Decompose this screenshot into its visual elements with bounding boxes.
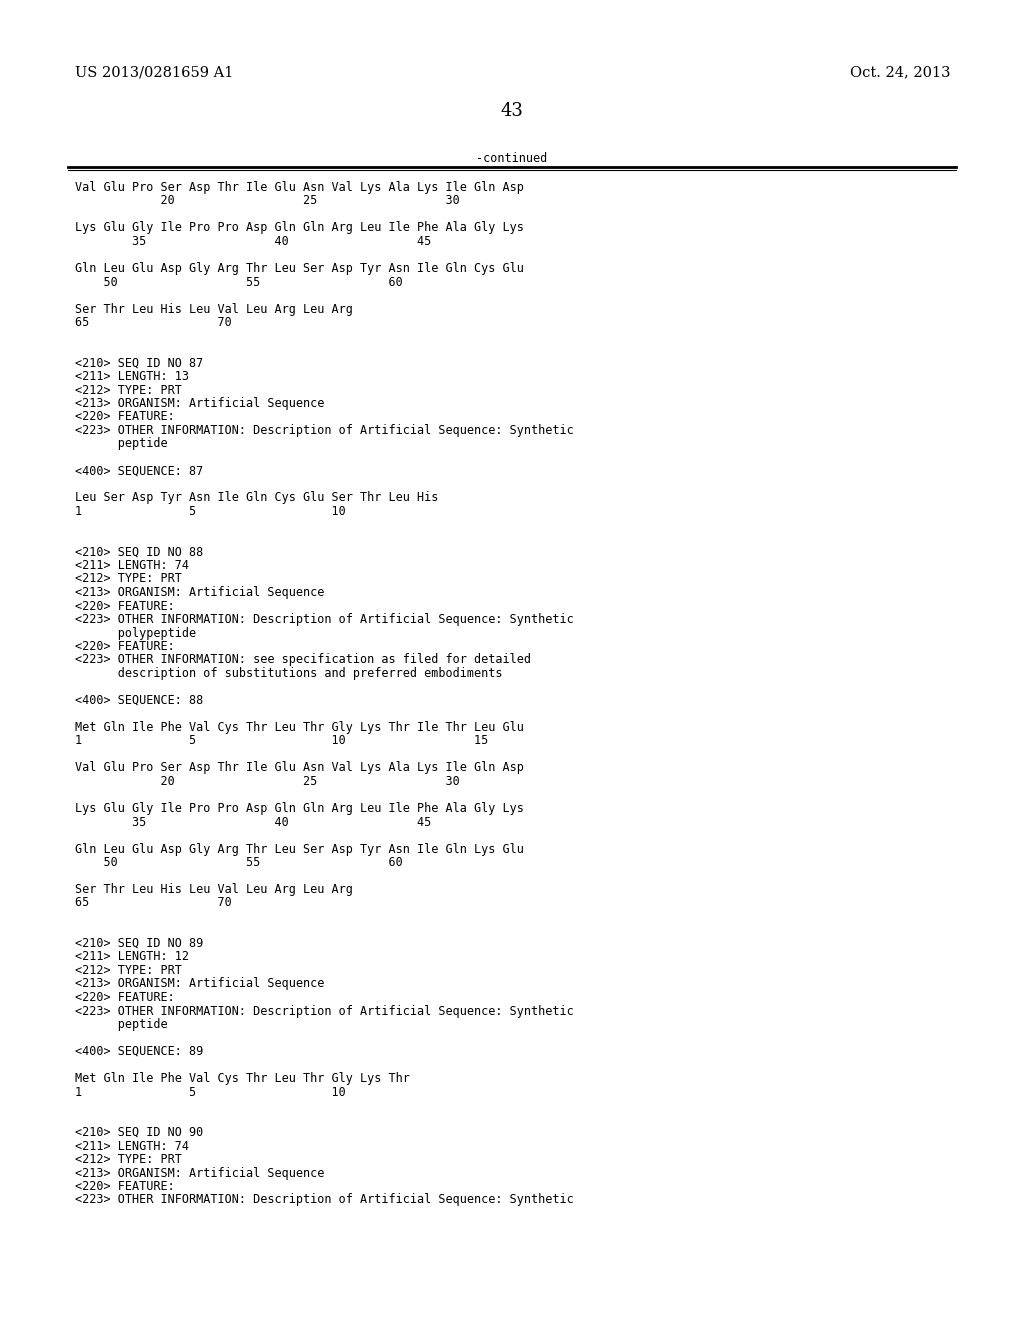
Text: <210> SEQ ID NO 89: <210> SEQ ID NO 89 bbox=[75, 937, 203, 950]
Text: Ser Thr Leu His Leu Val Leu Arg Leu Arg: Ser Thr Leu His Leu Val Leu Arg Leu Arg bbox=[75, 302, 353, 315]
Text: 35                  40                  45: 35 40 45 bbox=[75, 816, 431, 829]
Text: <210> SEQ ID NO 90: <210> SEQ ID NO 90 bbox=[75, 1126, 203, 1139]
Text: Oct. 24, 2013: Oct. 24, 2013 bbox=[850, 65, 950, 79]
Text: <223> OTHER INFORMATION: Description of Artificial Sequence: Synthetic: <223> OTHER INFORMATION: Description of … bbox=[75, 1005, 573, 1018]
Text: 20                  25                  30: 20 25 30 bbox=[75, 775, 460, 788]
Text: Gln Leu Glu Asp Gly Arg Thr Leu Ser Asp Tyr Asn Ile Gln Cys Glu: Gln Leu Glu Asp Gly Arg Thr Leu Ser Asp … bbox=[75, 261, 524, 275]
Text: 1               5                   10                  15: 1 5 10 15 bbox=[75, 734, 488, 747]
Text: <213> ORGANISM: Artificial Sequence: <213> ORGANISM: Artificial Sequence bbox=[75, 1167, 325, 1180]
Text: <400> SEQUENCE: 87: <400> SEQUENCE: 87 bbox=[75, 465, 203, 478]
Text: <213> ORGANISM: Artificial Sequence: <213> ORGANISM: Artificial Sequence bbox=[75, 397, 325, 411]
Text: <213> ORGANISM: Artificial Sequence: <213> ORGANISM: Artificial Sequence bbox=[75, 978, 325, 990]
Text: 43: 43 bbox=[501, 102, 523, 120]
Text: Lys Glu Gly Ile Pro Pro Asp Gln Gln Arg Leu Ile Phe Ala Gly Lys: Lys Glu Gly Ile Pro Pro Asp Gln Gln Arg … bbox=[75, 222, 524, 235]
Text: <220> FEATURE:: <220> FEATURE: bbox=[75, 991, 175, 1005]
Text: <213> ORGANISM: Artificial Sequence: <213> ORGANISM: Artificial Sequence bbox=[75, 586, 325, 599]
Text: peptide: peptide bbox=[75, 1018, 168, 1031]
Text: <223> OTHER INFORMATION: Description of Artificial Sequence: Synthetic: <223> OTHER INFORMATION: Description of … bbox=[75, 424, 573, 437]
Text: <220> FEATURE:: <220> FEATURE: bbox=[75, 640, 175, 653]
Text: <400> SEQUENCE: 89: <400> SEQUENCE: 89 bbox=[75, 1045, 203, 1059]
Text: <211> LENGTH: 12: <211> LENGTH: 12 bbox=[75, 950, 189, 964]
Text: 50                  55                  60: 50 55 60 bbox=[75, 276, 402, 289]
Text: US 2013/0281659 A1: US 2013/0281659 A1 bbox=[75, 65, 233, 79]
Text: Met Gln Ile Phe Val Cys Thr Leu Thr Gly Lys Thr: Met Gln Ile Phe Val Cys Thr Leu Thr Gly … bbox=[75, 1072, 410, 1085]
Text: 50                  55                  60: 50 55 60 bbox=[75, 855, 402, 869]
Text: 65                  70: 65 70 bbox=[75, 315, 231, 329]
Text: Ser Thr Leu His Leu Val Leu Arg Leu Arg: Ser Thr Leu His Leu Val Leu Arg Leu Arg bbox=[75, 883, 353, 896]
Text: <210> SEQ ID NO 87: <210> SEQ ID NO 87 bbox=[75, 356, 203, 370]
Text: <220> FEATURE:: <220> FEATURE: bbox=[75, 411, 175, 424]
Text: <212> TYPE: PRT: <212> TYPE: PRT bbox=[75, 964, 182, 977]
Text: Gln Leu Glu Asp Gly Arg Thr Leu Ser Asp Tyr Asn Ile Gln Lys Glu: Gln Leu Glu Asp Gly Arg Thr Leu Ser Asp … bbox=[75, 842, 524, 855]
Text: -continued: -continued bbox=[476, 152, 548, 165]
Text: 1               5                   10: 1 5 10 bbox=[75, 1085, 346, 1098]
Text: <223> OTHER INFORMATION: Description of Artificial Sequence: Synthetic: <223> OTHER INFORMATION: Description of … bbox=[75, 612, 573, 626]
Text: Lys Glu Gly Ile Pro Pro Asp Gln Gln Arg Leu Ile Phe Ala Gly Lys: Lys Glu Gly Ile Pro Pro Asp Gln Gln Arg … bbox=[75, 803, 524, 814]
Text: <220> FEATURE:: <220> FEATURE: bbox=[75, 599, 175, 612]
Text: Leu Ser Asp Tyr Asn Ile Gln Cys Glu Ser Thr Leu His: Leu Ser Asp Tyr Asn Ile Gln Cys Glu Ser … bbox=[75, 491, 438, 504]
Text: <223> OTHER INFORMATION: see specification as filed for detailed: <223> OTHER INFORMATION: see specificati… bbox=[75, 653, 531, 667]
Text: 1               5                   10: 1 5 10 bbox=[75, 506, 346, 517]
Text: <211> LENGTH: 74: <211> LENGTH: 74 bbox=[75, 1139, 189, 1152]
Text: polypeptide: polypeptide bbox=[75, 627, 197, 639]
Text: <212> TYPE: PRT: <212> TYPE: PRT bbox=[75, 573, 182, 586]
Text: 20                  25                  30: 20 25 30 bbox=[75, 194, 460, 207]
Text: Met Gln Ile Phe Val Cys Thr Leu Thr Gly Lys Thr Ile Thr Leu Glu: Met Gln Ile Phe Val Cys Thr Leu Thr Gly … bbox=[75, 721, 524, 734]
Text: <210> SEQ ID NO 88: <210> SEQ ID NO 88 bbox=[75, 545, 203, 558]
Text: 35                  40                  45: 35 40 45 bbox=[75, 235, 431, 248]
Text: <400> SEQUENCE: 88: <400> SEQUENCE: 88 bbox=[75, 694, 203, 708]
Text: <212> TYPE: PRT: <212> TYPE: PRT bbox=[75, 1152, 182, 1166]
Text: Val Glu Pro Ser Asp Thr Ile Glu Asn Val Lys Ala Lys Ile Gln Asp: Val Glu Pro Ser Asp Thr Ile Glu Asn Val … bbox=[75, 762, 524, 775]
Text: peptide: peptide bbox=[75, 437, 168, 450]
Text: <211> LENGTH: 13: <211> LENGTH: 13 bbox=[75, 370, 189, 383]
Text: <220> FEATURE:: <220> FEATURE: bbox=[75, 1180, 175, 1193]
Text: description of substitutions and preferred embodiments: description of substitutions and preferr… bbox=[75, 667, 503, 680]
Text: 65                  70: 65 70 bbox=[75, 896, 231, 909]
Text: Val Glu Pro Ser Asp Thr Ile Glu Asn Val Lys Ala Lys Ile Gln Asp: Val Glu Pro Ser Asp Thr Ile Glu Asn Val … bbox=[75, 181, 524, 194]
Text: <212> TYPE: PRT: <212> TYPE: PRT bbox=[75, 384, 182, 396]
Text: <223> OTHER INFORMATION: Description of Artificial Sequence: Synthetic: <223> OTHER INFORMATION: Description of … bbox=[75, 1193, 573, 1206]
Text: <211> LENGTH: 74: <211> LENGTH: 74 bbox=[75, 558, 189, 572]
